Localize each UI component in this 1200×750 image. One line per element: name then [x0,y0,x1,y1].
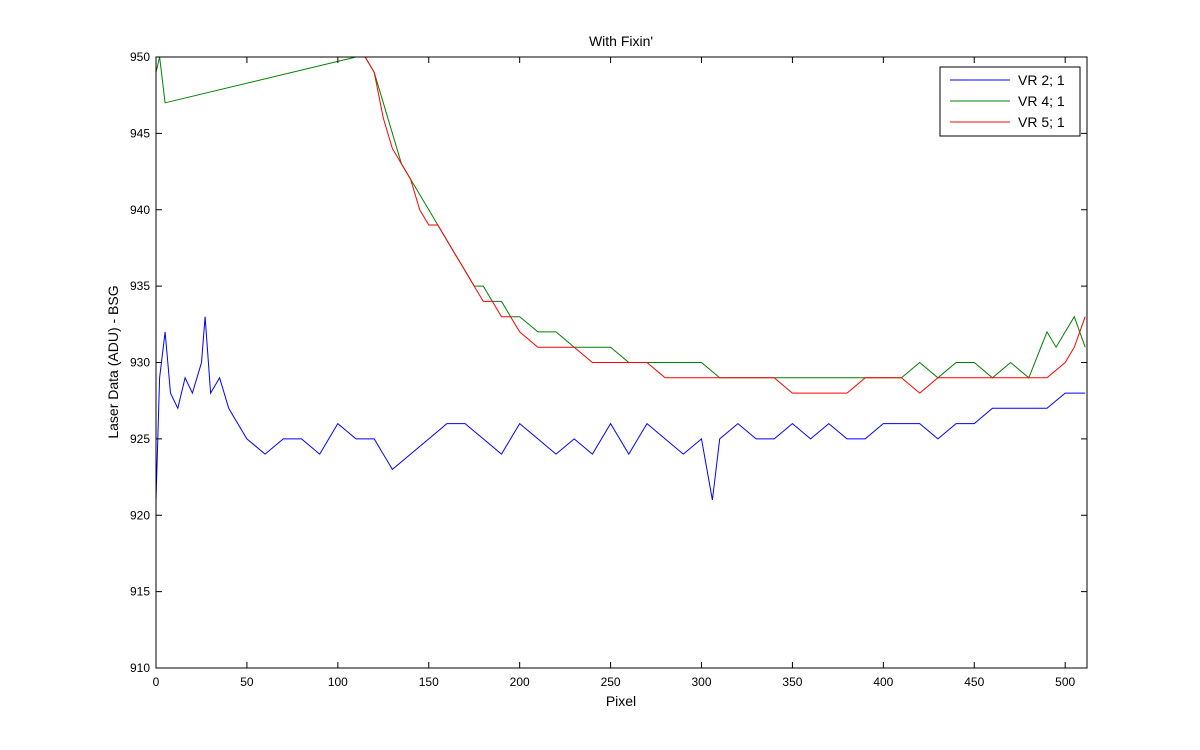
y-axis-label: Laser Data (ADU) - BSG [105,285,121,438]
y-tick-label: 950 [130,50,150,64]
legend-label-1: VR 2; 1 [1018,72,1065,88]
x-tick-label: 500 [1055,675,1075,689]
legend-label-2: VR 4; 1 [1018,93,1065,109]
series-line-3 [364,57,1086,394]
chart-title: With Fixin' [589,33,653,49]
legend: VR 2; 1 VR 4; 1 VR 5; 1 [939,66,1081,137]
x-tick-label: 200 [510,675,530,689]
y-tick-label: 945 [130,126,150,140]
x-tick-label: 0 [153,675,160,689]
x-tick-label: 350 [782,675,802,689]
y-tick-label: 925 [130,432,150,446]
y-tick-label: 920 [130,508,150,522]
x-tick-label: 450 [964,675,984,689]
x-tick-label: 400 [873,675,893,689]
y-tick-label: 915 [130,585,150,599]
y-tick-label: 930 [130,356,150,370]
x-axis-label: Pixel [606,693,636,709]
x-tick-label: 300 [691,675,711,689]
x-tick-label: 50 [240,675,254,689]
plot-area: 0 50 100 150 200 250 300 350 400 450 500 910 915 920 9… [130,50,1088,689]
y-tick-label: 940 [130,203,150,217]
series-line-1 [156,316,1086,501]
y-tick-label: 935 [130,279,150,293]
x-tick-label: 100 [328,675,348,689]
legend-label-3: VR 5; 1 [1018,114,1065,130]
x-tick-label: 150 [419,675,439,689]
y-tick-label: 910 [130,661,150,675]
x-tick-label: 250 [601,675,621,689]
